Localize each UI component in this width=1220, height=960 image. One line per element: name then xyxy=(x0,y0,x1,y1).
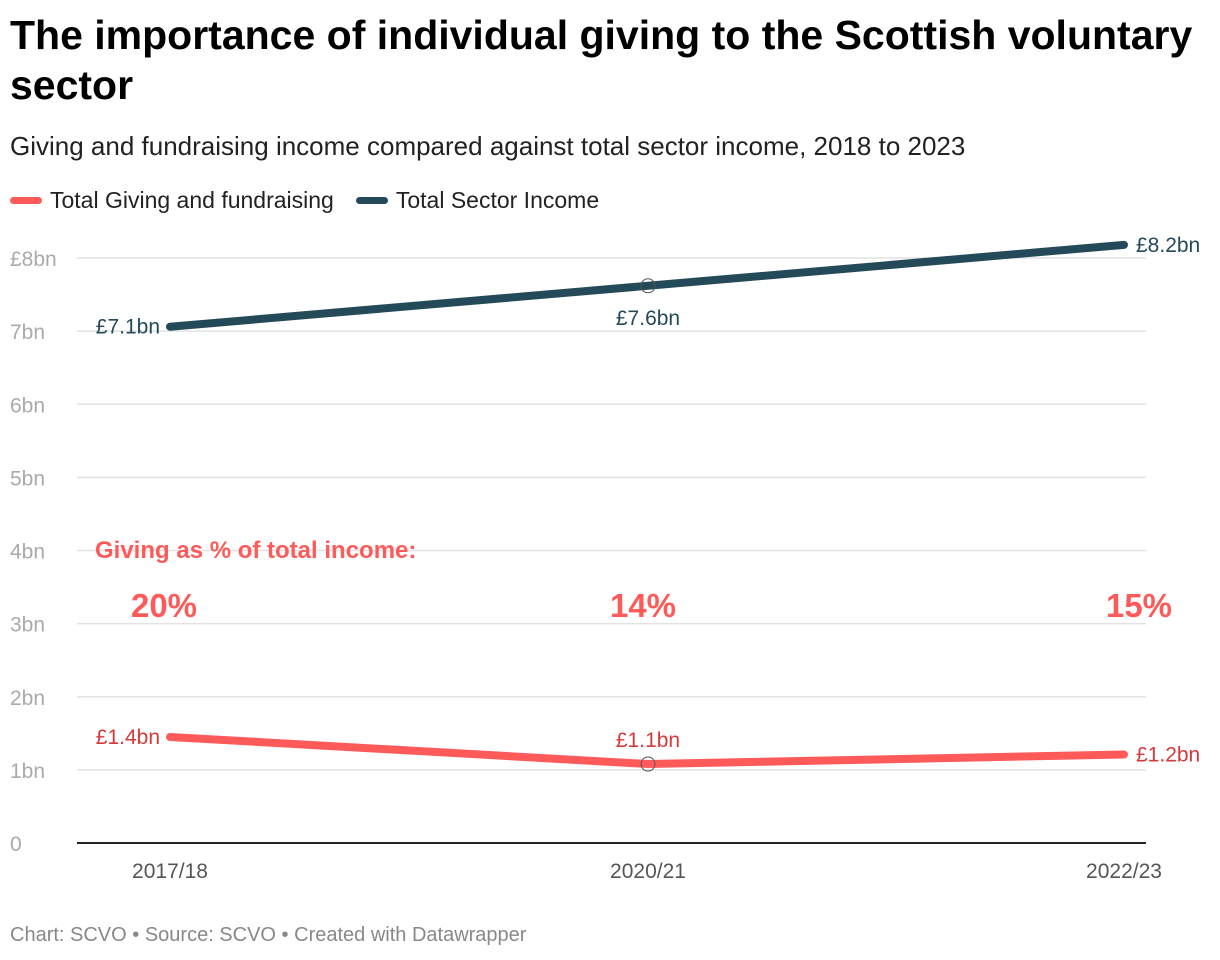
y-tick-label: 6bn xyxy=(10,394,45,417)
legend-swatch-sector xyxy=(355,197,388,204)
y-tick-label: 0 xyxy=(10,833,22,856)
annotation-percentage: 20% xyxy=(131,587,197,624)
annotation-percentage: 14% xyxy=(610,587,676,624)
y-tick-label: 1bn xyxy=(10,760,45,783)
y-tick-label: 5bn xyxy=(10,467,45,490)
annotation-percentage: 15% xyxy=(1106,587,1172,624)
legend-item-sector: Total Sector Income xyxy=(355,187,600,214)
legend-label-sector: Total Sector Income xyxy=(395,187,600,213)
y-tick-label: 7bn xyxy=(10,321,45,344)
footer-created: Created with Datawrapper xyxy=(294,924,527,946)
x-tick-label: 2020/21 xyxy=(610,860,686,883)
series-line xyxy=(166,732,1128,769)
annotation-heading: Giving as % of total income: xyxy=(95,537,416,564)
data-label: £1.4bn xyxy=(96,726,160,749)
y-tick-label: £8bn xyxy=(10,248,57,271)
data-label: £8.2bn xyxy=(1136,234,1200,257)
data-label: £1.1bn xyxy=(616,729,680,752)
data-label: £1.2bn xyxy=(1136,744,1200,767)
series-line xyxy=(166,240,1128,331)
y-tick-label: 4bn xyxy=(10,541,45,564)
legend-label-giving: Total Giving and fundraising xyxy=(50,187,334,213)
chart-title: The importance of individual giving to t… xyxy=(10,12,1193,108)
legend: Total Giving and fundraising Total Secto… xyxy=(10,187,621,214)
y-tick-label: 2bn xyxy=(10,687,45,710)
chart-subtitle: Giving and fundraising income compared a… xyxy=(10,131,966,161)
x-tick-label: 2017/18 xyxy=(132,860,208,883)
footer-chart-credit: Chart: SCVO xyxy=(10,924,127,946)
chart-footer: Chart: SCVO • Source: SCVO • Created wit… xyxy=(10,924,526,947)
legend-swatch-giving xyxy=(10,197,42,204)
x-tick-label: 2022/23 xyxy=(1086,860,1162,883)
data-label: £7.1bn xyxy=(96,316,160,339)
footer-source: Source: SCVO xyxy=(144,924,276,946)
y-tick-label: 3bn xyxy=(10,614,45,637)
legend-item-giving: Total Giving and fundraising xyxy=(10,187,334,214)
data-point-marker xyxy=(640,756,656,772)
data-label: £7.6bn xyxy=(616,307,680,330)
data-point-marker xyxy=(640,278,656,294)
footer-separator: • xyxy=(126,924,145,946)
footer-separator: • xyxy=(276,924,295,946)
